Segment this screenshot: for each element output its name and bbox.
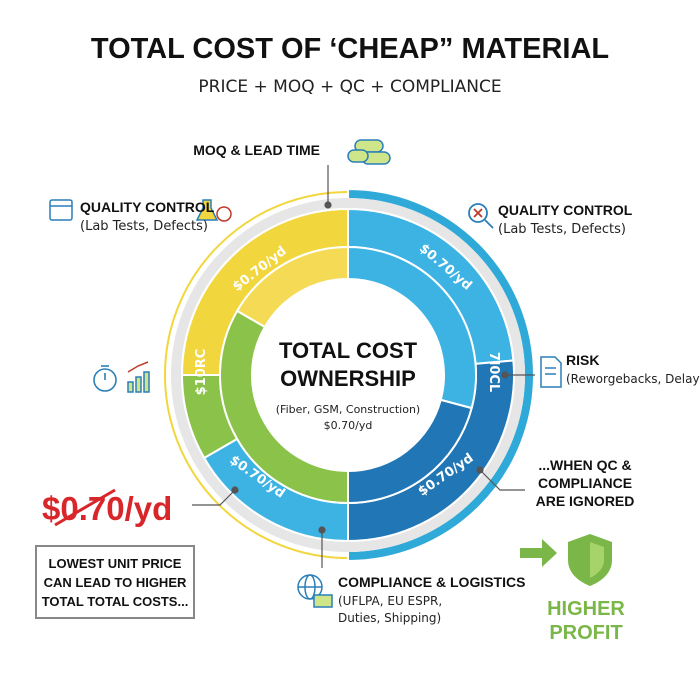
callout-line: ARE IGNORED: [536, 493, 635, 509]
callout-title: MOQ & LEAD TIME: [193, 142, 320, 158]
subtitle: PRICE + MOQ + QC + COMPLIANCE: [198, 77, 501, 97]
callout-detail: (Lab Tests, Defects): [498, 222, 626, 237]
profit-line: PROFIT: [549, 622, 622, 644]
callout-title: COMPLIANCE & LOGISTICS: [338, 574, 525, 590]
callout-line: (UFLPA, EU ESPR,: [338, 594, 442, 608]
warning-line: LOWEST UNIT PRICE: [49, 556, 182, 571]
icon-calendar: [49, 199, 73, 221]
strike: [54, 488, 116, 527]
icon-growth: [127, 361, 150, 393]
title: TOTAL COST OF ‘CHEAP” MATERIAL: [91, 33, 609, 65]
callout-detail: (Reworgebacks, Delays: [566, 372, 700, 386]
ring-label: 7l0CL: [486, 352, 501, 392]
profit-line: HIGHER: [547, 598, 625, 620]
center-title: OWNERSHIP: [280, 366, 416, 391]
ring-center: [253, 280, 443, 470]
ring-label: $10RC: [194, 349, 209, 396]
callout-title: QUALITY CONTROL: [80, 199, 215, 215]
cost-ring: [164, 187, 535, 563]
callout-line: COMPLIANCE: [538, 475, 632, 491]
warning-line: CAN LEAD TO HIGHER: [44, 575, 187, 590]
icon-stopwatch: [93, 365, 117, 392]
center-title: TOTAL COST: [279, 338, 418, 363]
callout-line: ...WHEN QC &: [538, 457, 631, 473]
center-detail: (Fiber, GSM, Construction): [276, 403, 420, 416]
callout-line: Duties, Shipping): [338, 611, 441, 625]
icon-globe: [297, 574, 333, 608]
icon-flask: [195, 199, 232, 222]
connectors: [192, 165, 535, 568]
ring-segment: [219, 309, 349, 505]
ring-segment: [347, 398, 473, 505]
icon-document: [540, 356, 562, 388]
icon-rolls: [347, 139, 391, 165]
icon-magnifier: [468, 203, 494, 229]
warning-line: TOTAL TOTAL COSTS...: [42, 594, 189, 609]
icon-arrow-shield: [520, 534, 612, 586]
callout-title: RISK: [566, 352, 599, 368]
warning-box: [35, 545, 195, 619]
center-price: $0.70/yd: [324, 419, 373, 432]
callout-detail: (Lab Tests, Defects): [80, 219, 208, 234]
callout-title: QUALITY CONTROL: [498, 202, 633, 218]
